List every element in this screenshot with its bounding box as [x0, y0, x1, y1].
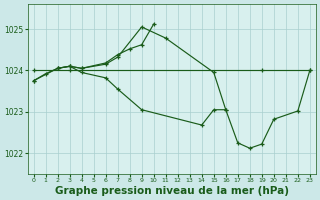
X-axis label: Graphe pression niveau de la mer (hPa): Graphe pression niveau de la mer (hPa) — [55, 186, 289, 196]
